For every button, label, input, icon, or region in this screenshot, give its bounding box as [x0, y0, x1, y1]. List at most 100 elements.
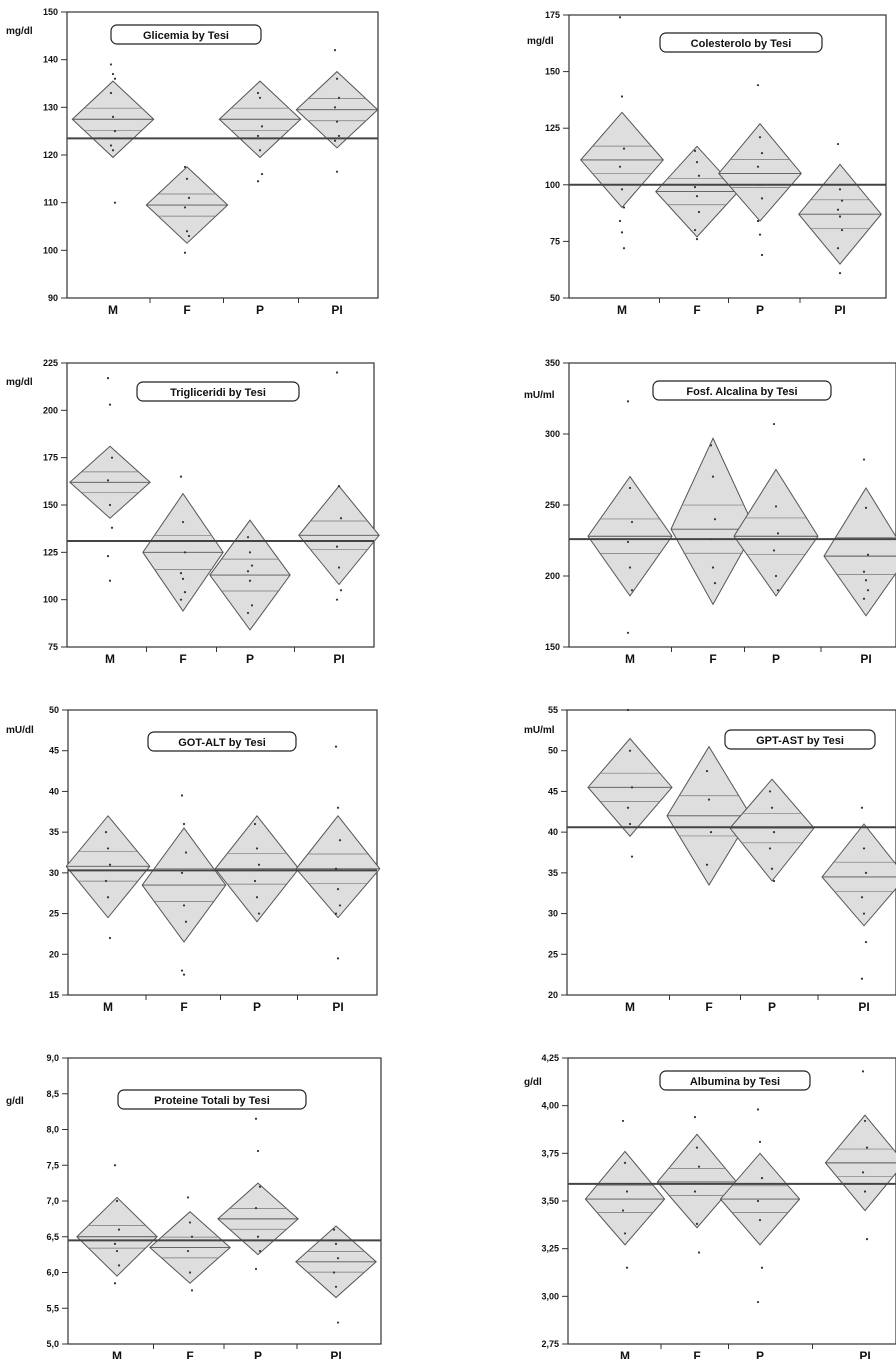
data-point — [180, 969, 184, 972]
mean-diamond — [584, 1150, 666, 1246]
data-point — [336, 957, 340, 960]
data-point — [256, 91, 260, 95]
y-tick-label: 7,5 — [46, 1160, 59, 1170]
y-tick-label: 25 — [548, 949, 558, 959]
data-point — [111, 72, 115, 76]
data-point — [106, 896, 110, 899]
data-point — [246, 611, 250, 615]
data-point — [104, 831, 108, 834]
data-point — [258, 1185, 262, 1188]
y-tick-label: 125 — [43, 547, 58, 557]
data-point — [184, 920, 188, 923]
data-point — [336, 806, 340, 809]
data-point — [620, 95, 624, 98]
x-category-label: M — [625, 1000, 635, 1014]
data-point — [756, 84, 760, 87]
y-tick-label: 200 — [43, 405, 58, 415]
x-category-label: F — [705, 1000, 712, 1014]
data-point — [836, 142, 840, 146]
x-category-label: F — [186, 1349, 193, 1359]
y-tick-label: 75 — [550, 236, 560, 246]
data-point — [760, 197, 764, 200]
data-point — [621, 1119, 625, 1123]
data-point — [115, 1199, 119, 1203]
data-point — [339, 517, 343, 520]
data-point — [626, 400, 630, 403]
data-point — [693, 1116, 697, 1119]
data-point — [108, 579, 112, 582]
data-point — [188, 1221, 192, 1224]
y-tick-label: 125 — [545, 123, 560, 133]
diamond-group — [69, 377, 151, 582]
diamond-group — [584, 1119, 666, 1269]
x-category-label: P — [256, 303, 264, 317]
diamond-group — [798, 142, 882, 275]
data-point — [626, 708, 630, 712]
data-point — [106, 377, 110, 380]
data-point — [108, 503, 112, 507]
data-point — [760, 1266, 764, 1269]
y-tick-label: 250 — [545, 500, 560, 510]
mean-diamond — [821, 823, 896, 927]
x-category-label: M — [103, 1000, 113, 1014]
data-point — [756, 1300, 760, 1304]
y-axis-label: mU/dl — [6, 725, 34, 736]
data-point — [626, 631, 630, 634]
x-category-label: P — [768, 1000, 776, 1014]
data-point — [697, 1251, 701, 1254]
x-category-label: M — [105, 652, 115, 666]
data-point — [756, 1199, 760, 1203]
title-box — [724, 729, 876, 750]
data-point — [181, 577, 185, 580]
data-point — [623, 1161, 627, 1164]
data-point — [337, 134, 341, 138]
data-point — [186, 1249, 190, 1253]
y-tick-label: 5,0 — [46, 1339, 59, 1349]
diamond-group — [587, 708, 673, 858]
data-point — [860, 806, 864, 809]
y-tick-label: 4,00 — [541, 1101, 559, 1111]
data-point — [770, 806, 774, 809]
data-point — [260, 172, 264, 176]
data-point — [707, 798, 711, 801]
y-tick-label: 20 — [49, 949, 59, 959]
diamond-group — [729, 778, 815, 883]
data-point — [186, 1196, 190, 1199]
chart-panel: 50 75 100 125 150 175 mg/dl M F P PI Colesterolo by… — [527, 10, 887, 317]
data-point — [183, 206, 187, 209]
diamond-group — [719, 1108, 801, 1304]
data-point — [630, 786, 634, 789]
y-tick-label: 150 — [43, 7, 58, 17]
x-category-label: F — [180, 1000, 187, 1014]
data-point — [772, 422, 776, 426]
diamond-group — [218, 80, 302, 183]
y-tick-label: 30 — [548, 909, 558, 919]
data-point — [618, 165, 622, 168]
data-point — [695, 1222, 699, 1225]
data-point — [711, 566, 715, 569]
data-point — [705, 863, 709, 866]
title-box — [652, 380, 832, 401]
data-point — [180, 794, 184, 797]
chart-title: GOT-ALT by Tesi — [178, 737, 266, 749]
data-point — [181, 520, 185, 524]
data-point — [334, 1242, 338, 1245]
data-point — [758, 136, 762, 139]
data-point — [335, 170, 339, 173]
data-point — [630, 855, 634, 858]
data-point — [111, 149, 115, 152]
data-point — [838, 271, 842, 275]
data-point — [620, 188, 624, 191]
data-point — [111, 115, 115, 118]
data-point — [758, 233, 762, 236]
data-point — [335, 120, 339, 123]
x-category-label: P — [253, 1000, 261, 1014]
title-box — [659, 32, 823, 53]
chart-panel: 5,0 5,5 6,0 6,5 7,0 7,5 8,0 8,5 9,0 g/dl M F P PI Prot… — [6, 1053, 382, 1359]
diamond-group — [298, 371, 380, 601]
data-point — [772, 879, 776, 883]
data-point — [336, 888, 340, 891]
y-tick-label: 3,25 — [541, 1244, 559, 1254]
data-point — [334, 745, 338, 748]
chart-title: GPT-AST by Tesi — [756, 735, 844, 747]
